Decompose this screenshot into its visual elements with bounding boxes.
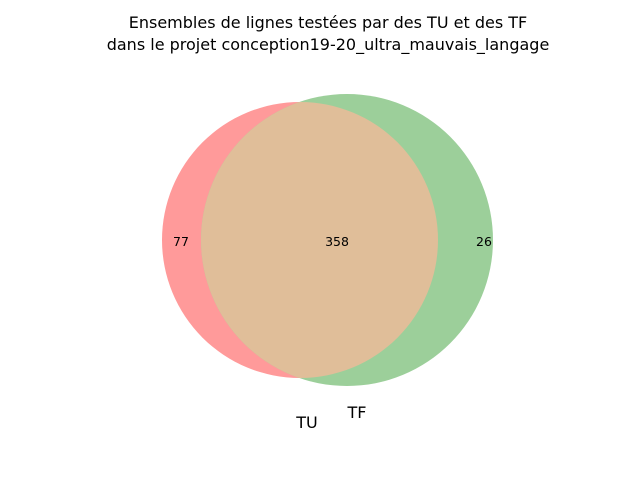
chart-title-line-1: Ensembles de lignes testées par des TU e… xyxy=(129,13,527,32)
count-intersection: 358 xyxy=(325,234,349,249)
count-tu-only: 77 xyxy=(173,234,189,249)
set-label-tu: TU xyxy=(295,413,317,432)
set-label-tf: TF xyxy=(347,403,367,422)
count-tf-only: 26 xyxy=(476,234,492,249)
chart-title-line-2: dans le projet conception19-20_ultra_mau… xyxy=(107,35,550,55)
